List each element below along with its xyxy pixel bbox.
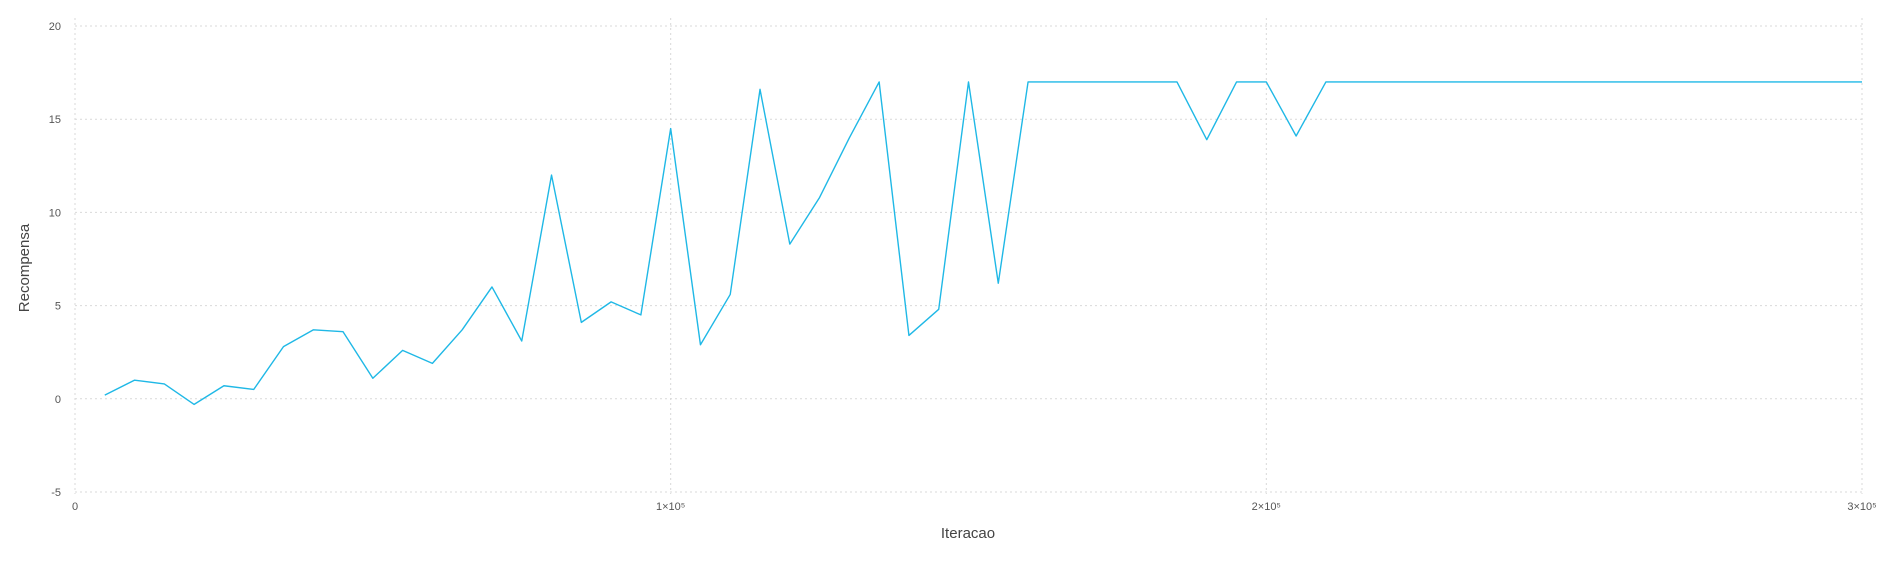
y-tick-label: 0 [55, 394, 61, 406]
x-tick-label: 3×10⁵ [1847, 501, 1876, 513]
gridlines [74, 18, 1863, 494]
series-layer [104, 81, 1862, 406]
y-axis-title: Recompensa [16, 223, 33, 312]
x-tick-label: 0 [72, 501, 78, 513]
x-tick-label: 2×10⁵ [1252, 501, 1281, 513]
y-tick-label: 20 [49, 21, 61, 33]
series-line [104, 81, 1862, 406]
y-tick-label: 15 [49, 114, 61, 126]
x-axis-title: Iteracao [941, 525, 995, 542]
y-tick-label: 10 [49, 207, 61, 219]
y-tick-label: 5 [55, 301, 61, 313]
x-tick-label: 1×10⁵ [656, 501, 685, 513]
tick-labels: -5 0 5 10 15 20 0 1×10⁵ 2×10⁵ 3×10⁵ [49, 21, 1877, 513]
y-tick-label: -5 [51, 487, 61, 499]
